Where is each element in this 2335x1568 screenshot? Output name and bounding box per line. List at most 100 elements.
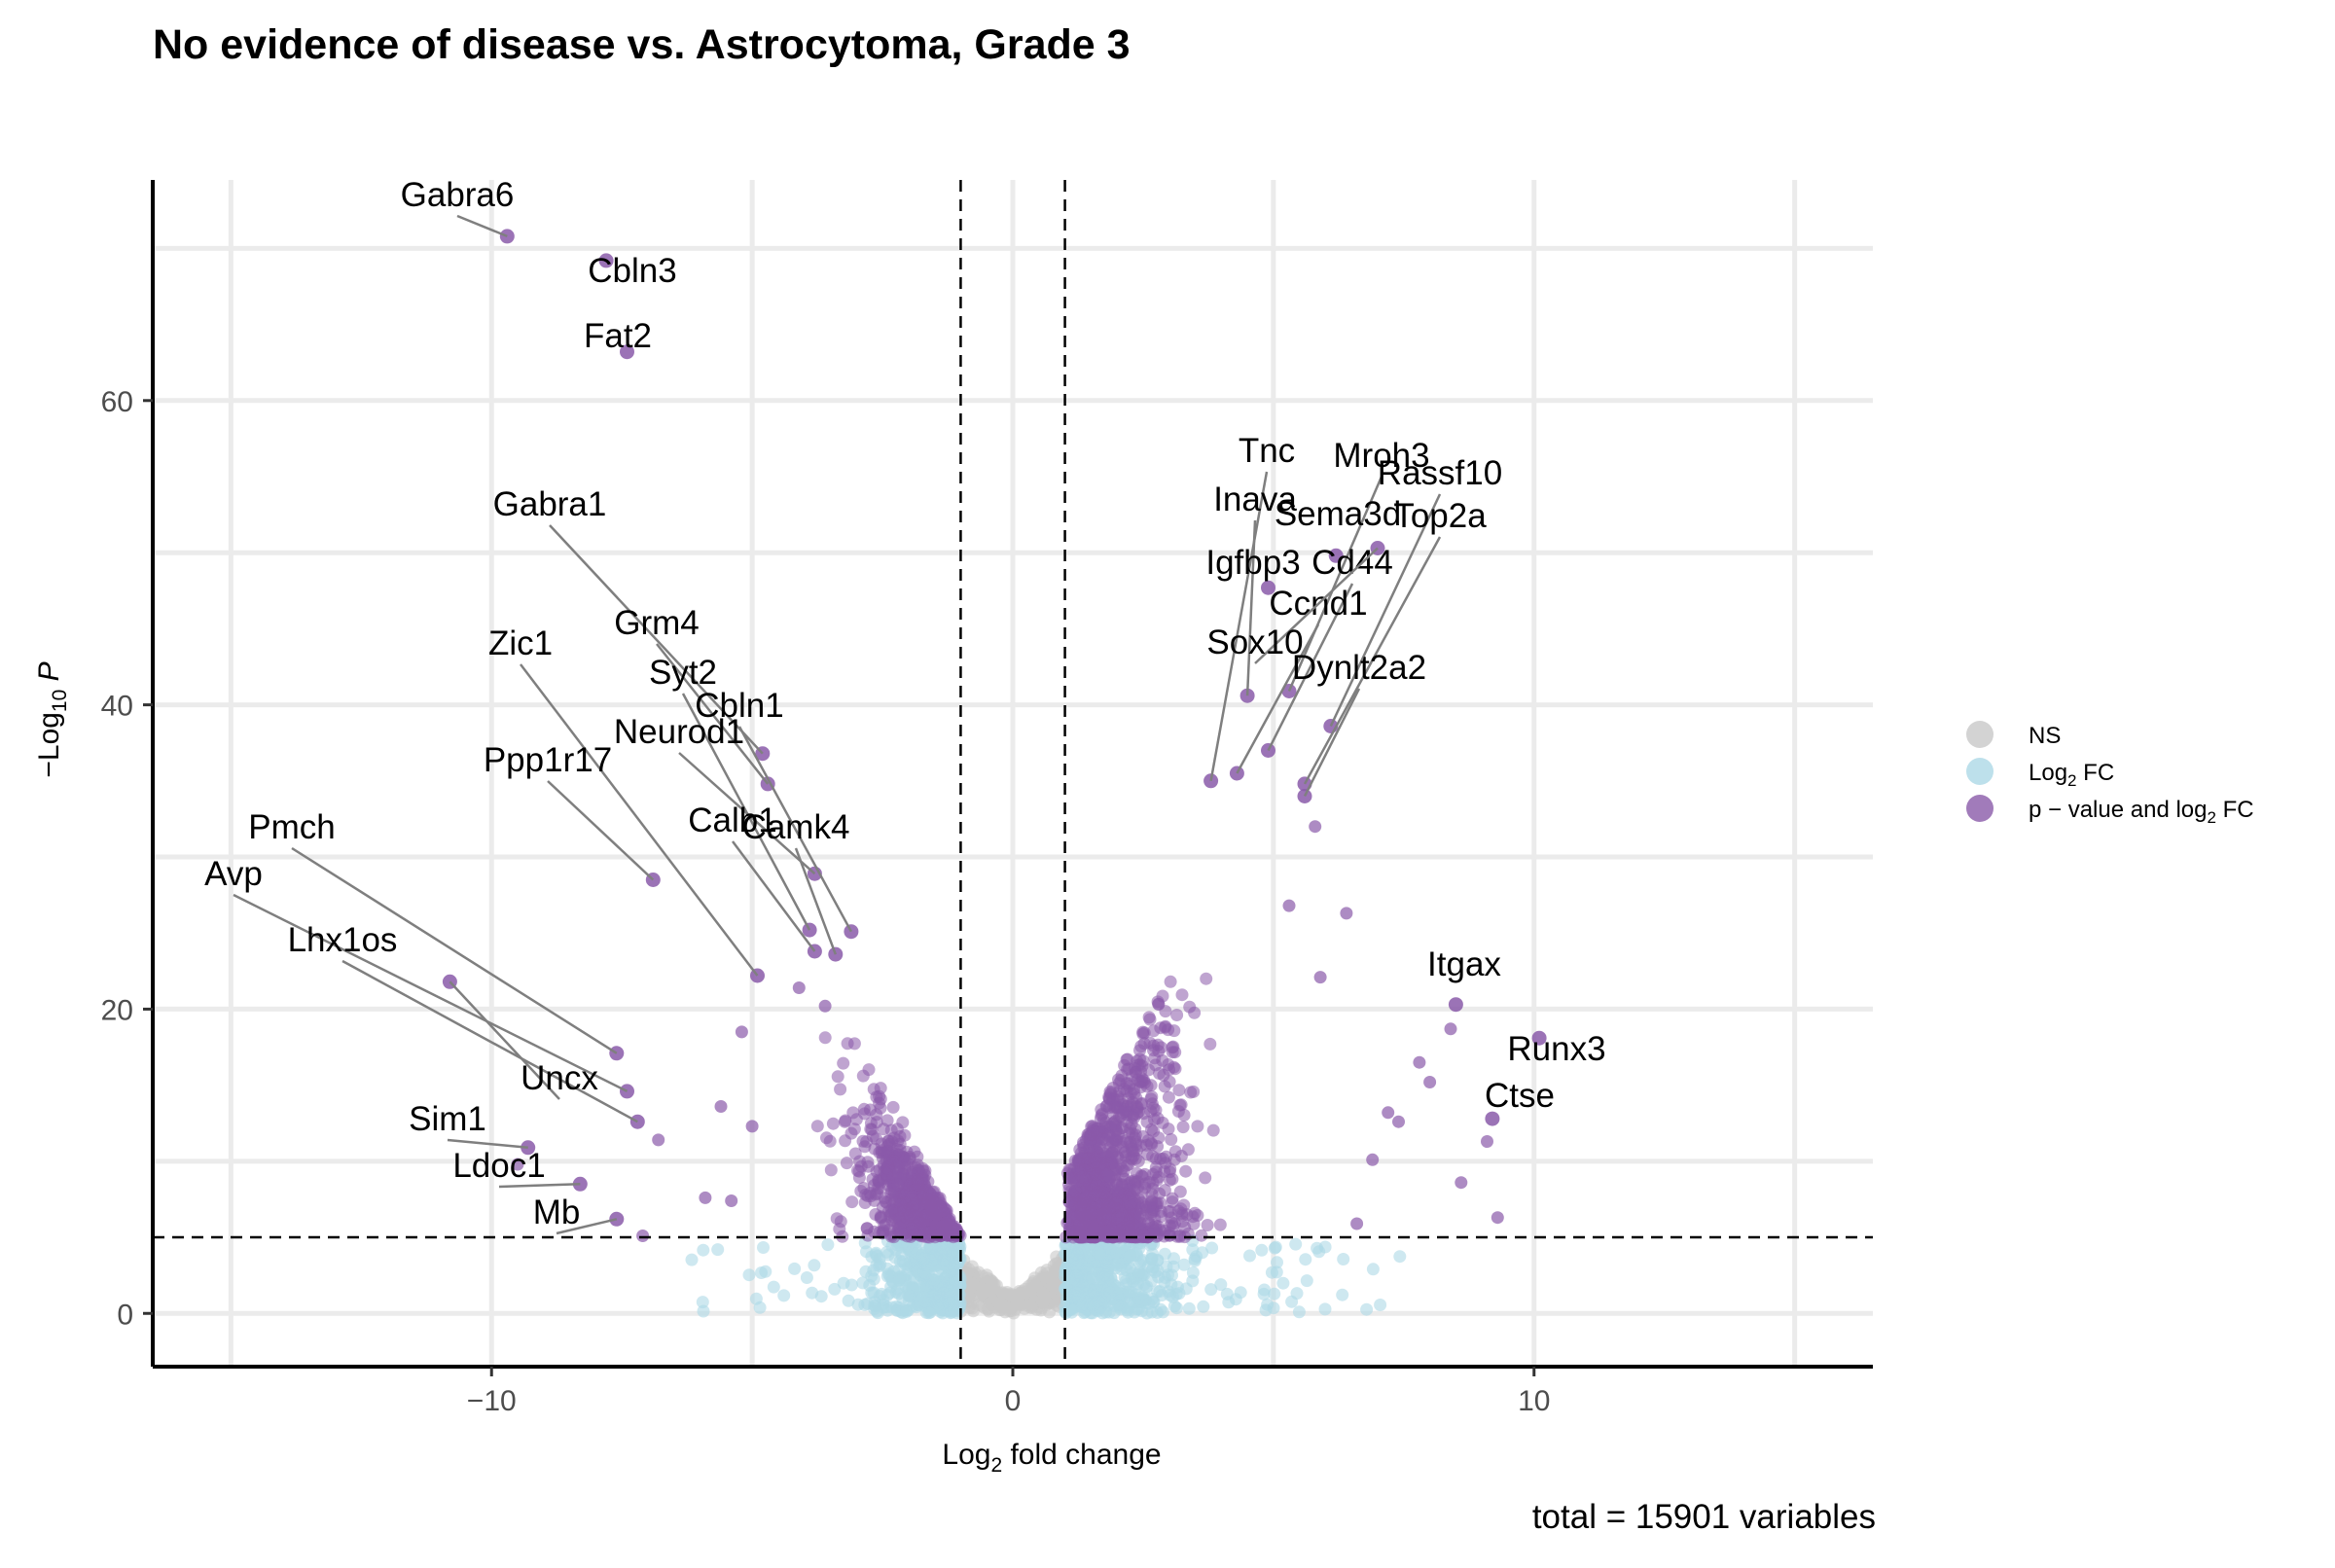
gene-connector <box>1329 493 1442 728</box>
data-point <box>1163 1075 1176 1088</box>
data-point <box>1068 1184 1082 1197</box>
data-point <box>1107 1299 1121 1312</box>
legend-label: p − value and log2 FC <box>2029 797 2254 827</box>
data-point <box>1096 1212 1110 1226</box>
data-point <box>749 1292 763 1305</box>
gene-label: Grm4 <box>614 604 700 642</box>
data-point <box>821 1238 835 1252</box>
data-point <box>1197 1300 1210 1313</box>
data-point <box>1086 1271 1099 1285</box>
data-point <box>1312 1245 1326 1259</box>
gene-connector <box>447 1138 528 1150</box>
data-point <box>1153 1224 1167 1237</box>
data-point <box>1455 1176 1468 1190</box>
data-point <box>1309 820 1322 834</box>
data-point <box>1160 1260 1173 1273</box>
data-point <box>840 1157 853 1170</box>
x-tick-label: 10 <box>1518 1385 1550 1417</box>
data-point <box>1269 1240 1282 1254</box>
legend-key <box>1966 795 1994 822</box>
data-point <box>699 1191 712 1204</box>
data-point <box>598 253 614 268</box>
data-point <box>1081 1130 1095 1144</box>
data-point <box>913 1279 926 1293</box>
data-point <box>1491 1211 1504 1225</box>
gene-label: Cbln1 <box>695 687 783 725</box>
data-point <box>951 1246 964 1260</box>
gene-label: Tnc <box>1239 432 1295 470</box>
grid-lines <box>153 180 1873 1367</box>
data-point <box>1177 1258 1191 1271</box>
data-point <box>1063 1302 1077 1316</box>
data-point <box>924 1199 938 1213</box>
data-point <box>1186 1210 1200 1224</box>
data-point <box>866 1172 880 1186</box>
data-point <box>1188 1254 1202 1267</box>
data-point <box>826 1117 840 1130</box>
data-point <box>1124 1122 1137 1135</box>
data-point <box>1074 1219 1088 1232</box>
data-point <box>1126 1069 1138 1082</box>
data-point <box>1366 1263 1380 1276</box>
data-point <box>824 1163 838 1177</box>
data-point <box>873 1089 886 1103</box>
data-point <box>1255 1243 1269 1257</box>
data-point <box>896 1303 910 1317</box>
data-point <box>846 1106 860 1120</box>
data-point <box>1282 899 1296 912</box>
data-point <box>992 1303 1006 1317</box>
data-point <box>1152 1131 1166 1145</box>
data-point <box>1203 1037 1217 1051</box>
data-point <box>1162 1205 1175 1219</box>
gene-label: Neurod1 <box>614 713 744 751</box>
data-point <box>1072 1154 1086 1167</box>
data-point <box>1114 1212 1128 1225</box>
gene-label: Gabra6 <box>401 176 515 214</box>
data-point <box>806 1286 819 1300</box>
data-point <box>1289 1237 1303 1251</box>
data-point <box>903 1209 916 1223</box>
data-point <box>1204 1283 1218 1297</box>
data-point <box>1076 1193 1090 1206</box>
data-point <box>1234 1286 1247 1300</box>
data-point <box>870 1132 883 1146</box>
legend-key <box>1966 721 1994 748</box>
data-point <box>1013 1285 1026 1298</box>
data-point <box>1481 1135 1493 1148</box>
gene-label: Uncx <box>521 1059 598 1097</box>
data-point <box>1195 1229 1208 1242</box>
data-point <box>1444 1022 1457 1036</box>
data-point <box>1014 1299 1027 1312</box>
chart-title: No evidence of disease vs. Astrocytoma, … <box>153 21 1131 68</box>
data-point <box>1214 1278 1228 1292</box>
data-point <box>1125 1142 1138 1156</box>
gene-label: Ppp1r17 <box>484 741 612 779</box>
data-point <box>1163 1229 1176 1242</box>
gene-connector <box>1303 536 1442 785</box>
data-point <box>1162 1023 1175 1037</box>
data-point <box>873 1181 885 1194</box>
data-point <box>800 1271 813 1284</box>
data-point <box>880 1218 892 1231</box>
data-point <box>1163 1173 1176 1187</box>
data-point <box>1336 1288 1349 1301</box>
data-point <box>844 1126 858 1140</box>
data-point <box>942 1304 955 1318</box>
data-point <box>1374 1299 1387 1311</box>
data-point <box>1170 1009 1184 1021</box>
data-point <box>1135 1096 1149 1110</box>
data-point <box>1328 548 1344 563</box>
data-point <box>788 1262 802 1275</box>
data-point <box>1201 1219 1214 1231</box>
data-point <box>757 1241 770 1254</box>
gene-label: Top2a <box>1393 497 1487 535</box>
data-point <box>891 1178 905 1192</box>
data-point <box>1077 1171 1091 1185</box>
gene-label: Itgax <box>1427 945 1501 983</box>
data-point <box>1271 1256 1283 1269</box>
data-point <box>1091 1300 1104 1313</box>
data-point <box>1060 1262 1072 1275</box>
data-point <box>868 1302 881 1315</box>
data-point <box>1135 1170 1149 1184</box>
